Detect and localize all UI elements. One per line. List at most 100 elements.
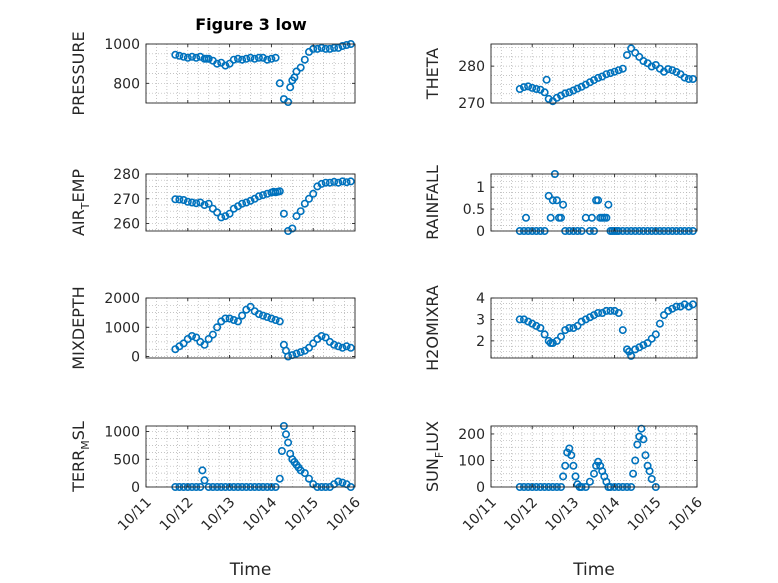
data-point [589,311,598,320]
data-point [594,457,603,466]
data-point [643,338,652,347]
data-point [188,331,197,340]
data-point [281,430,290,439]
data-point [238,55,247,64]
axes-box [145,43,356,104]
data-point [292,67,301,76]
data-point [275,317,284,326]
data-point [569,323,578,332]
data-point [204,199,213,208]
y-tick-label: 270 [113,192,140,208]
data-point [175,51,184,60]
data-point [565,323,574,332]
data-point [589,76,598,85]
y-tick-label: 1000 [104,425,140,441]
data-point [622,51,631,60]
data-point [300,55,309,64]
data-point [544,336,553,345]
subplot-6: 2 3 4 H2OMIXRA [423,285,698,371]
data-point [242,54,251,63]
data-point [321,44,330,53]
data-point [254,192,263,201]
data-point [585,313,594,322]
y-axis-label: H2OMIXRA [423,285,442,371]
data-point [606,306,615,315]
data-point [258,53,267,62]
y-tick-label: 3 [476,312,485,328]
data-point [296,63,305,72]
data-point [346,343,355,352]
axes-box [145,425,356,488]
data-point [330,177,339,186]
data-point [528,83,537,92]
data-point [179,196,188,205]
data-point [192,199,201,208]
data-point [213,208,222,217]
data-point [338,343,347,352]
data-point [639,56,648,65]
data-point [556,91,565,100]
data-point [277,446,286,455]
data-point [684,302,693,311]
data-point [684,75,693,84]
data-point [618,64,627,73]
y-tick-label: 2000 [104,291,140,307]
data-point [631,456,640,465]
y-axis-label: PRESSURE [69,31,88,115]
data-point [645,467,654,476]
data-point [647,62,656,71]
y-tick-label: 0 [476,224,485,240]
y-tick-label: 1000 [104,320,140,336]
data-point [542,75,551,84]
data-point [627,351,636,360]
data-point [338,478,347,487]
data-point [334,477,343,486]
y-tick-label: 1000 [104,37,140,53]
data-point [573,321,582,330]
data-point [639,435,648,444]
data-point [200,476,209,485]
data-point [528,319,537,328]
data-point [188,52,197,61]
data-point [296,207,305,216]
data-point [200,340,209,349]
data-point [521,213,530,222]
data-point [338,177,347,186]
data-point [192,333,201,342]
y-axis-label: THETA [423,48,442,100]
data-point [606,69,615,78]
data-point [585,477,594,486]
data-point [594,73,603,82]
data-point [540,330,549,339]
data-point [559,472,568,481]
data-point [267,314,276,323]
data-point [594,196,603,205]
data-point [594,308,603,317]
x-axis-label: Time [229,560,272,580]
data-point [546,213,555,222]
data-point [225,209,234,218]
data-point [548,196,557,205]
data-point [536,323,545,332]
y-tick-label: 800 [113,76,140,92]
data-point [286,83,295,92]
data-point [573,84,582,93]
y-tick-label: 0 [131,350,140,366]
data-point [221,61,230,70]
data-point [300,199,309,208]
data-point [258,311,267,320]
data-point [548,338,557,347]
data-point [271,315,280,324]
data-point [342,178,351,187]
data-point [672,68,681,77]
data-point [292,212,301,221]
data-point [672,302,681,311]
subplot-5: 0 1000 2000 MIXDEPTH [69,286,356,370]
y-tick-label: 0 [476,480,485,496]
data-point [330,340,339,349]
data-point [279,209,288,218]
data-point [559,200,568,209]
x-axis-label: Time [572,560,615,580]
figure-title: Figure 3 low [195,15,307,34]
